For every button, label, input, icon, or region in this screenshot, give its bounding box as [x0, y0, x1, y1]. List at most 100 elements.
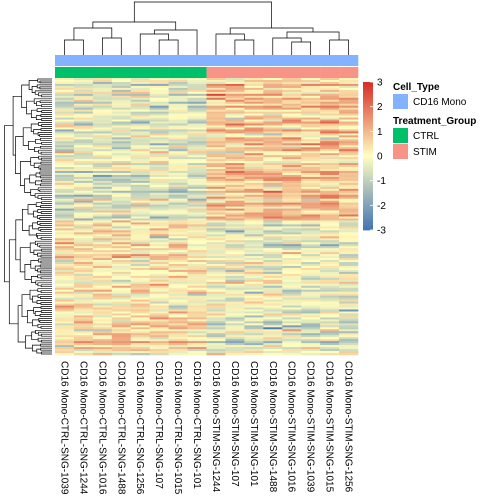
heatmap-cell [225, 135, 245, 138]
heatmap-cell [320, 131, 340, 134]
heatmap-cell [301, 228, 321, 231]
heatmap-cell [263, 119, 283, 122]
heatmap-cell [339, 291, 359, 294]
heatmap-cell [244, 196, 264, 199]
heatmap-cell [206, 228, 226, 231]
heatmap-cell [339, 339, 359, 342]
heatmap-cell [92, 267, 113, 271]
heatmap-cell [92, 317, 113, 320]
heatmap-cell [130, 139, 150, 142]
treatment-annotation-cell [244, 67, 264, 78]
heatmap-cell [206, 325, 226, 328]
heatmap-cell [55, 194, 75, 198]
heatmap-cell [92, 295, 113, 298]
heatmap-cell [168, 351, 188, 354]
heatmap-cell [55, 335, 75, 338]
heatmap-cell [301, 163, 321, 166]
heatmap-cell [282, 248, 302, 251]
heatmap-cell [73, 341, 94, 344]
heatmap-cell [339, 299, 359, 302]
heatmap-cell [320, 159, 340, 162]
heatmap-cell [73, 277, 94, 281]
heatmap-cell [263, 228, 283, 231]
dendrogram-branch [40, 157, 52, 161]
heatmap-cell [263, 149, 283, 152]
heatmap-cell [263, 343, 283, 346]
heatmap-cell [225, 95, 245, 99]
heatmap-cell [168, 159, 188, 162]
heatmap-cell [187, 178, 207, 182]
heatmap-cell [225, 289, 245, 292]
heatmap-cell [55, 172, 75, 176]
heatmap-cell [92, 93, 113, 97]
heatmap-cell [225, 111, 245, 114]
heatmap-cell [282, 200, 302, 203]
column-label: CD16 Mono-STIM-SNG-101 [248, 361, 259, 487]
heatmap-cell [301, 351, 321, 354]
heatmap-cell [301, 159, 321, 162]
heatmap-cell [92, 254, 113, 257]
heatmap-cell [206, 141, 226, 144]
heatmap-cell [301, 103, 321, 106]
heatmap-cell [92, 149, 113, 152]
heatmap-cell [149, 244, 169, 247]
heatmap-cell [187, 137, 207, 140]
heatmap-cell [244, 317, 264, 320]
heatmap-cell [149, 188, 169, 192]
dendrogram-branch [101, 37, 122, 55]
heatmap-cell [263, 157, 283, 160]
heatmap-cell [339, 87, 359, 91]
heatmap-cell [282, 281, 302, 285]
heatmap-cell [168, 240, 188, 243]
heatmap-cell [225, 107, 245, 110]
heatmap-cell [206, 190, 226, 194]
heatmap-cell [225, 121, 245, 124]
heatmap-cell [130, 135, 150, 138]
heatmap-cell [225, 139, 245, 142]
heatmap-cell [206, 174, 226, 178]
heatmap-cell [301, 119, 321, 122]
heatmap-cell [187, 214, 207, 217]
heatmap-cell [130, 133, 150, 136]
heatmap-cell [301, 95, 321, 99]
treatment-annotation-cell [301, 67, 321, 78]
heatmap-cell [263, 248, 283, 251]
dendrogram-branch [272, 37, 302, 55]
dendrogram-branch [40, 343, 52, 347]
heatmap-cell [73, 260, 94, 263]
heatmap-cell [282, 115, 302, 118]
heatmap-cell [244, 234, 264, 237]
heatmap-cell [111, 323, 132, 326]
heatmap-cell [225, 103, 245, 106]
heatmap-cell [130, 287, 150, 291]
dendrogram-branch [37, 337, 52, 342]
heatmap-cell [339, 232, 359, 235]
heatmap-cell [206, 313, 226, 316]
heatmap-cell [206, 95, 226, 99]
heatmap-cell [225, 218, 245, 221]
heatmap-cell [320, 190, 340, 194]
heatmap-cell [187, 95, 207, 99]
heatmap-cell [206, 218, 226, 221]
heatmap-cell [320, 283, 340, 287]
heatmap-cell [168, 230, 188, 233]
heatmap-cell [73, 279, 94, 283]
heatmap-cell [73, 289, 94, 292]
heatmap-cell [263, 133, 283, 136]
heatmap-cell [244, 188, 264, 192]
dendrogram-branch [40, 276, 52, 280]
heatmap-cell [55, 230, 75, 233]
heatmap-cell [111, 289, 132, 292]
color-scale-swatch [363, 111, 373, 115]
heatmap-cell [339, 167, 359, 170]
heatmap-cell [320, 121, 340, 124]
heatmap-cell [282, 222, 302, 225]
heatmap-cell [263, 246, 283, 249]
heatmap-cell [206, 335, 226, 338]
heatmap-cell [301, 323, 321, 326]
heatmap-cell [130, 123, 150, 126]
heatmap-cell [263, 123, 283, 126]
heatmap-cell [339, 212, 359, 215]
heatmap-cell [320, 107, 340, 110]
heatmap-cell [187, 218, 207, 221]
